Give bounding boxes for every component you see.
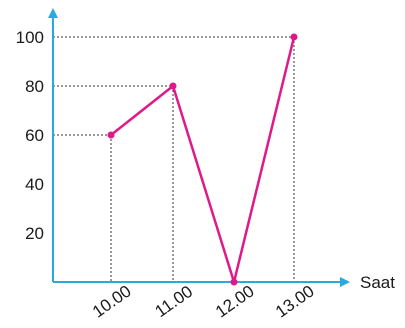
data-point	[107, 131, 115, 139]
x-tick-label: 11.00	[151, 282, 196, 321]
y-tick-label: 80	[25, 77, 44, 96]
data-point	[169, 82, 177, 90]
data-point	[230, 278, 238, 286]
x-tick-label: 13.00	[272, 282, 318, 322]
series-line	[110, 36, 296, 284]
x-tick-label: 12.00	[212, 282, 258, 322]
data-points	[107, 33, 298, 286]
y-tick-label: 40	[25, 175, 44, 194]
data-point	[290, 33, 298, 41]
y-tick-labels: 20 40 60 80 100	[16, 28, 44, 243]
y-tick-label: 60	[25, 126, 44, 145]
guide-lines	[53, 36, 295, 282]
x-tick-labels: 10.00 11.00 12.00 13.00	[89, 282, 318, 322]
x-axis-title: Saat	[360, 273, 395, 292]
x-tick-label: 10.00	[89, 282, 135, 322]
y-tick-label: 100	[16, 28, 44, 47]
y-tick-label: 20	[25, 224, 44, 243]
